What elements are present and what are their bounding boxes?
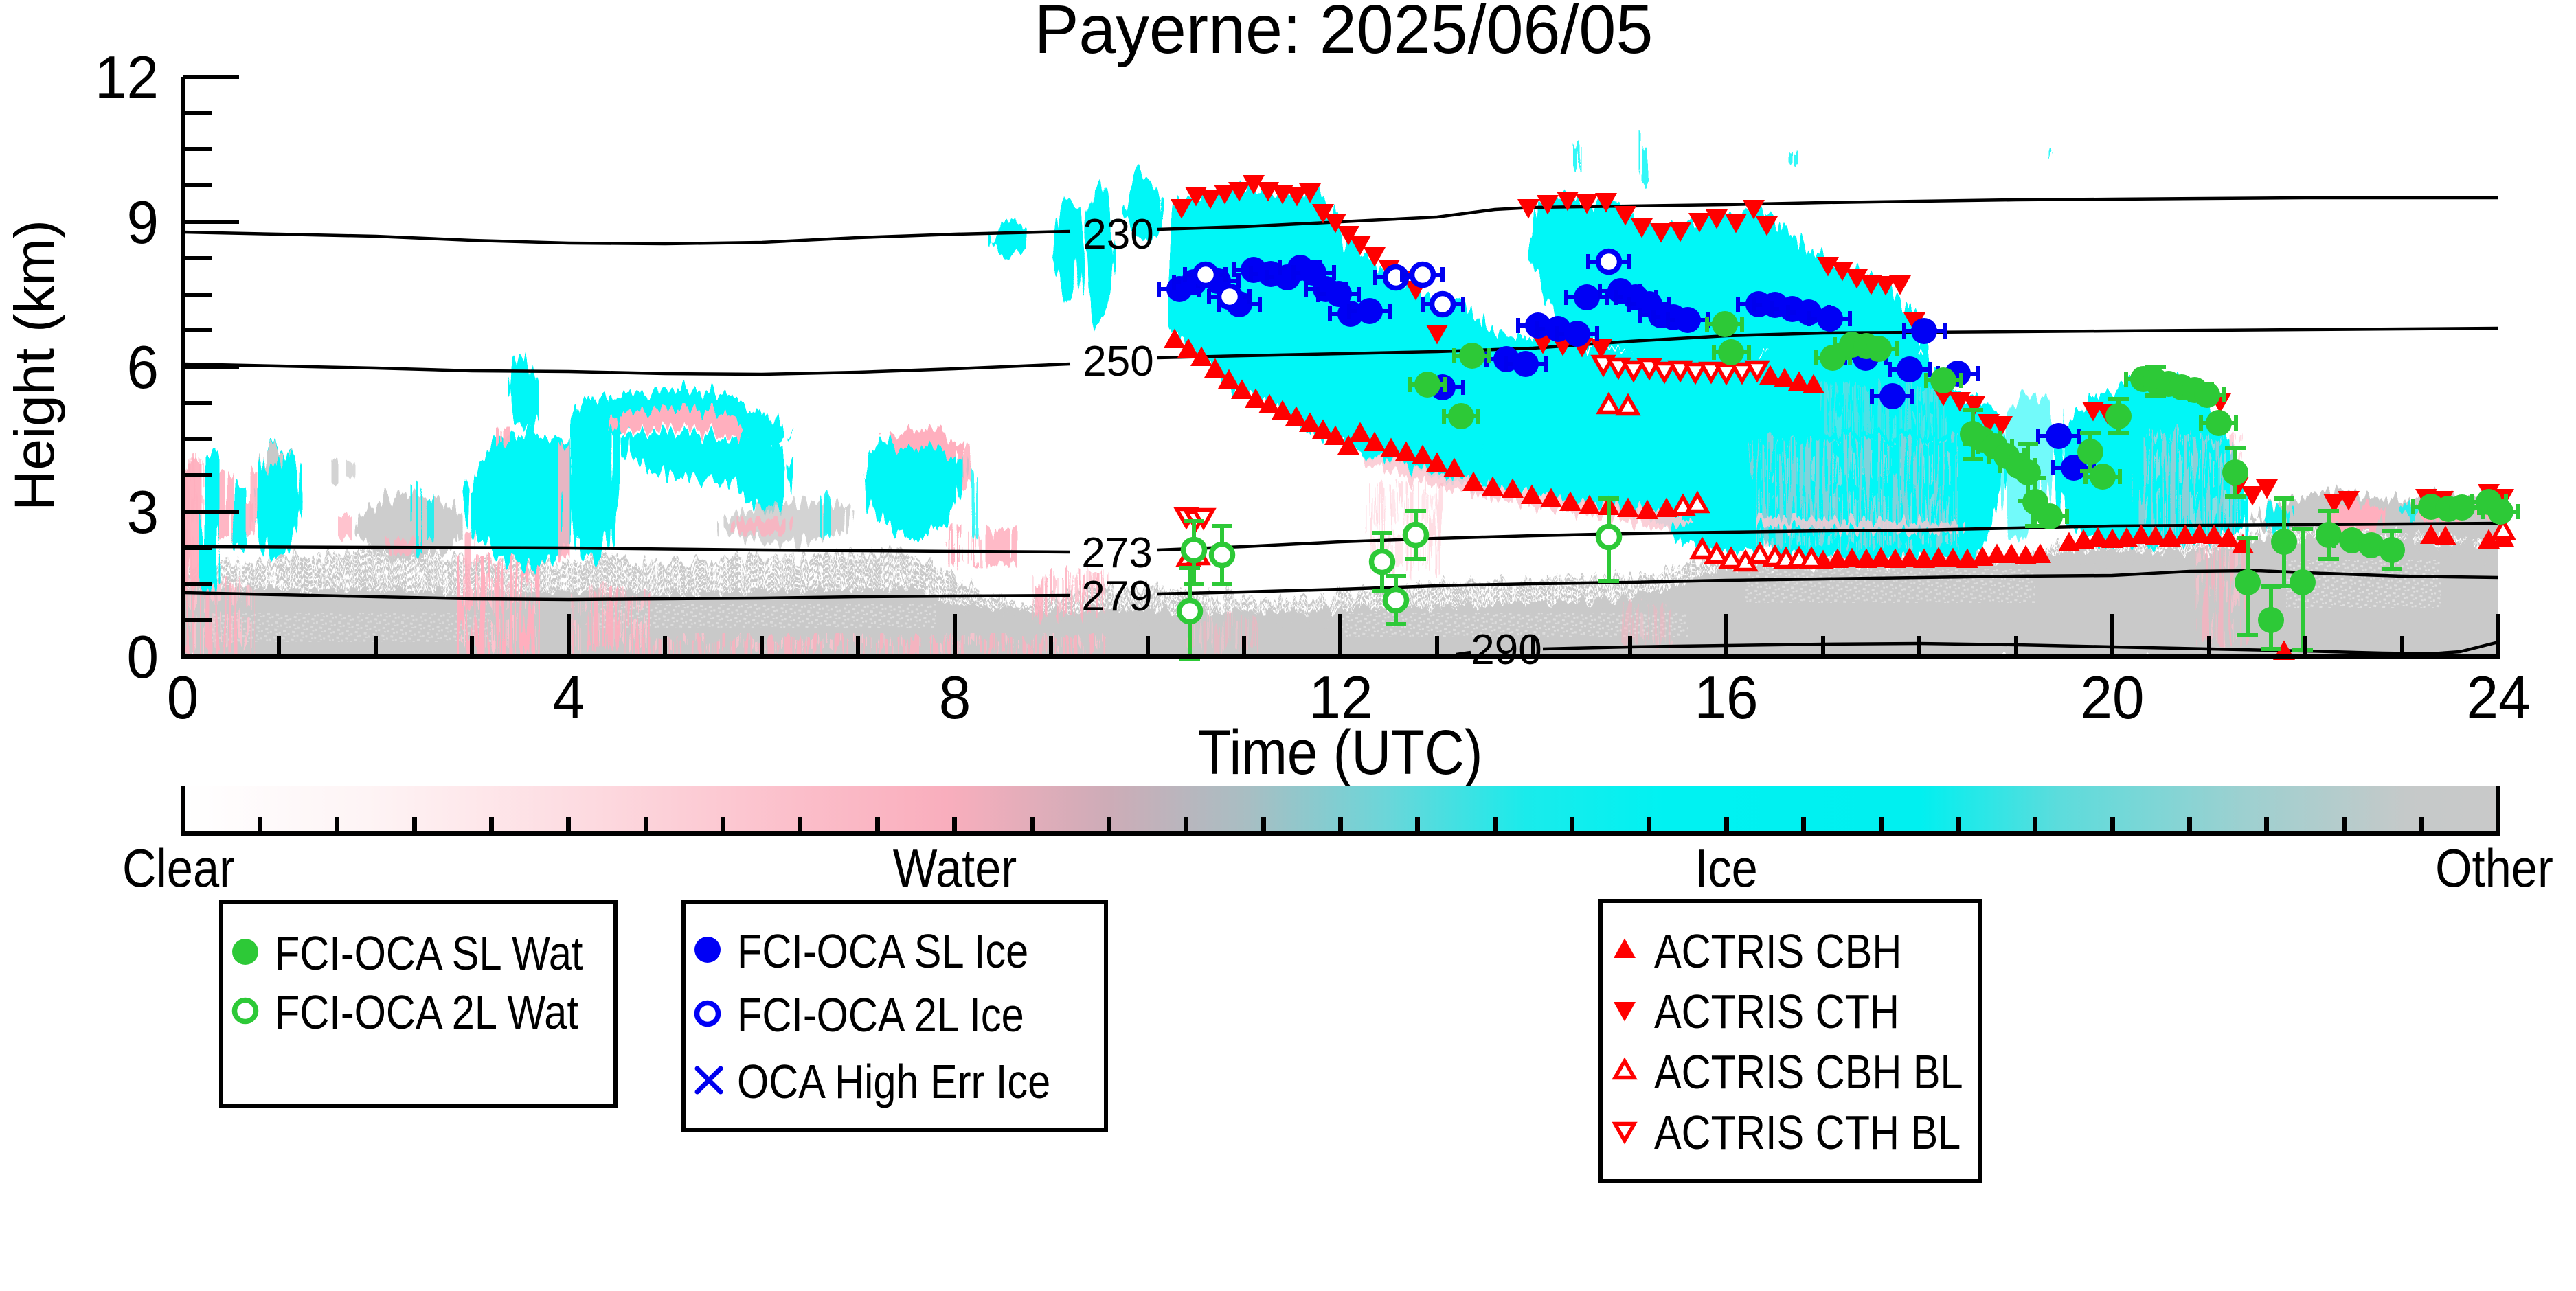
svg-text:16: 16	[1695, 664, 1759, 731]
svg-text:ACTRIS CBH: ACTRIS CBH	[1654, 924, 1901, 978]
svg-text:20: 20	[2081, 664, 2145, 731]
svg-text:OCA High Err Ice: OCA High Err Ice	[737, 1054, 1050, 1108]
svg-text:273: 273	[1081, 529, 1152, 577]
svg-text:Payerne: 2025/06/05: Payerne: 2025/06/05	[1035, 0, 1653, 67]
svg-text:3: 3	[127, 479, 159, 546]
svg-text:FCI-OCA 2L Wat: FCI-OCA 2L Wat	[275, 985, 578, 1039]
svg-text:24: 24	[2467, 664, 2531, 731]
svg-text:6: 6	[127, 334, 159, 401]
svg-text:250: 250	[1083, 338, 1153, 385]
svg-text:8: 8	[939, 664, 971, 731]
svg-text:12: 12	[95, 44, 159, 111]
svg-text:ACTRIS CBH BL: ACTRIS CBH BL	[1654, 1044, 1963, 1099]
svg-text:9: 9	[127, 189, 159, 256]
svg-text:0: 0	[127, 624, 159, 691]
svg-text:FCI-OCA SL Wat: FCI-OCA SL Wat	[275, 926, 583, 980]
svg-text:FCI-OCA SL Ice: FCI-OCA SL Ice	[737, 924, 1028, 978]
svg-text:ACTRIS CTH: ACTRIS CTH	[1654, 984, 1899, 1038]
svg-text:Ice: Ice	[1695, 838, 1758, 898]
svg-text:4: 4	[553, 664, 585, 731]
svg-text:12: 12	[1309, 664, 1373, 731]
svg-text:Time (UTC): Time (UTC)	[1198, 718, 1483, 788]
svg-text:Water: Water	[893, 838, 1017, 898]
svg-text:ACTRIS CTH BL: ACTRIS CTH BL	[1654, 1105, 1961, 1159]
svg-text:Height (km): Height (km)	[3, 220, 66, 511]
svg-text:FCI-OCA 2L Ice: FCI-OCA 2L Ice	[737, 987, 1024, 1042]
svg-text:0: 0	[167, 664, 199, 731]
svg-text:290: 290	[1471, 626, 1541, 674]
svg-text:279: 279	[1081, 573, 1152, 620]
svg-text:230: 230	[1083, 211, 1153, 258]
svg-text:Other: Other	[2435, 838, 2553, 898]
svg-text:Clear: Clear	[122, 838, 235, 898]
